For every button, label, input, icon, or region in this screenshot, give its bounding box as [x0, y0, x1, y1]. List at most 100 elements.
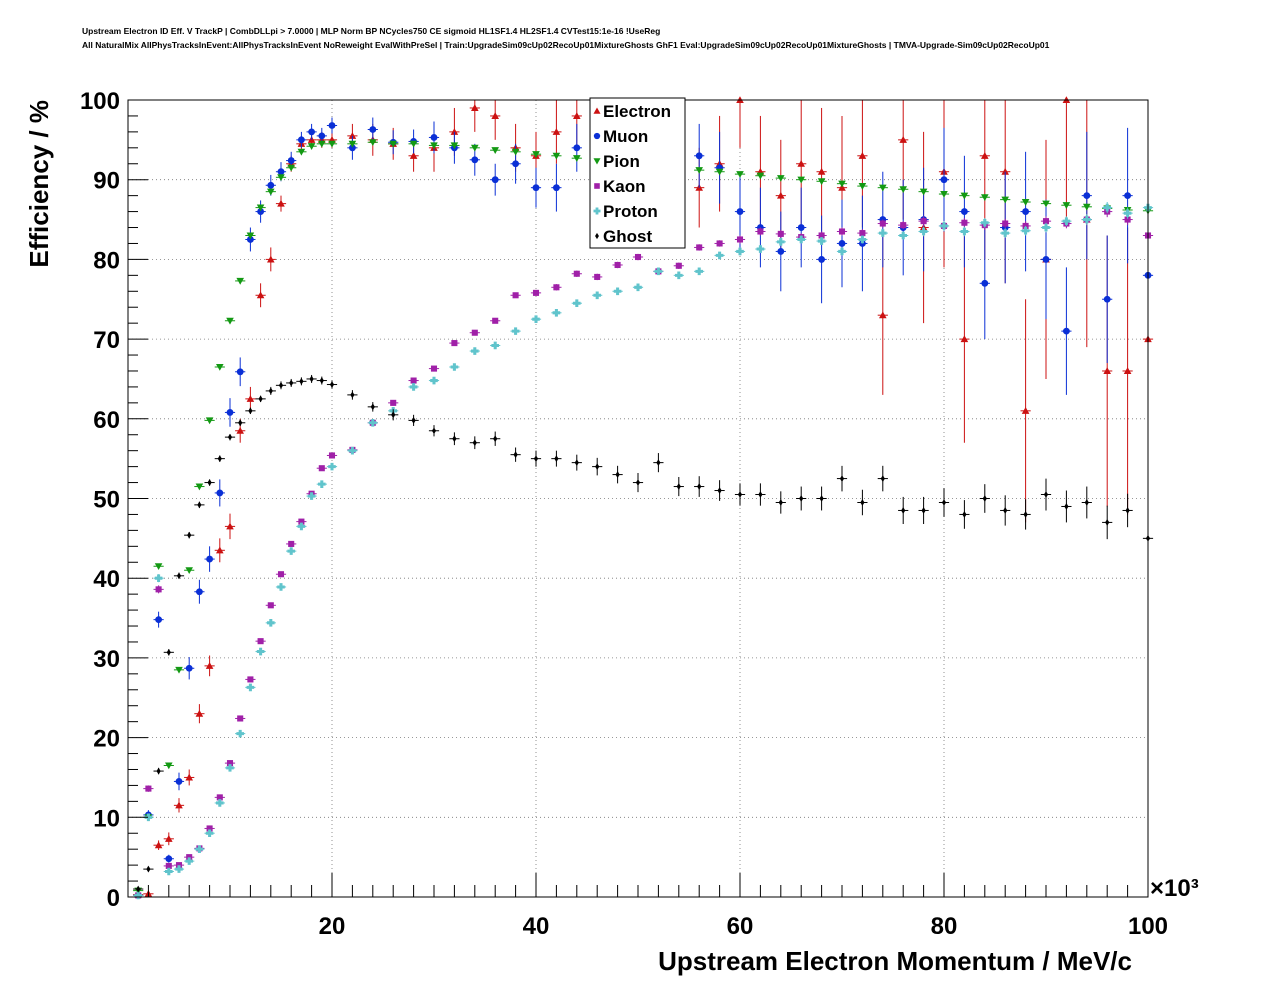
data-point-pion	[297, 148, 306, 156]
data-point-muon	[1022, 208, 1030, 215]
data-point-electron	[154, 841, 163, 849]
data-point-ghost	[758, 491, 763, 498]
data-point-pion	[756, 172, 765, 180]
data-point-muon	[573, 144, 581, 152]
data-point-muon	[981, 279, 989, 287]
data-point-ghost	[319, 377, 324, 384]
data-point-proton	[216, 799, 224, 807]
data-point-proton	[430, 376, 438, 385]
data-point-proton	[297, 522, 306, 531]
data-point-ghost	[452, 435, 457, 443]
data-point-ghost	[176, 572, 182, 580]
data-point-ghost	[370, 403, 375, 411]
data-point-pion	[205, 417, 214, 425]
data-point-kaon	[696, 244, 703, 251]
data-point-pion	[1042, 200, 1050, 208]
data-point-ghost	[329, 381, 335, 388]
data-point-pion	[858, 183, 867, 190]
data-point-kaon	[900, 222, 907, 229]
data-point-ghost	[411, 416, 416, 424]
data-point-muon	[175, 778, 183, 785]
data-point-muon	[165, 855, 173, 863]
data-point-ghost	[799, 495, 804, 502]
data-point-electron	[491, 112, 499, 119]
data-point-proton	[981, 218, 989, 227]
data-point-pion	[246, 232, 255, 240]
data-point-ghost	[391, 411, 396, 419]
data-point-proton	[695, 267, 703, 276]
data-point-muon	[471, 156, 479, 164]
data-point-electron	[879, 311, 887, 319]
data-point-pion	[389, 140, 397, 148]
y-tick-label: 70	[93, 327, 120, 354]
legend-marker-electron	[593, 107, 601, 114]
data-point-pion	[430, 142, 438, 150]
data-point-electron	[175, 801, 183, 809]
data-point-pion	[256, 204, 265, 212]
data-point-pion	[287, 164, 295, 172]
data-point-muon	[348, 144, 356, 152]
data-point-ghost	[778, 499, 783, 506]
data-point-kaon	[410, 377, 417, 384]
data-point-muon	[1042, 255, 1050, 263]
data-point-pion	[817, 178, 826, 186]
data-point-pion	[307, 143, 316, 151]
data-point-ghost	[533, 455, 539, 463]
data-point-ghost	[1105, 518, 1110, 526]
data-point-proton	[736, 247, 744, 256]
data-point-proton	[205, 829, 214, 838]
data-point-electron	[216, 546, 224, 554]
data-point-electron	[256, 291, 265, 299]
data-point-ghost	[217, 455, 222, 463]
data-point-kaon	[471, 329, 478, 336]
data-point-pion	[552, 152, 561, 160]
data-point-ghost	[839, 475, 845, 482]
data-point-electron	[960, 335, 969, 343]
legend-marker-pion	[593, 158, 601, 165]
data-point-ghost	[156, 767, 161, 775]
data-point-proton	[471, 347, 479, 355]
data-point-kaon	[492, 317, 499, 324]
data-point-muon	[552, 184, 560, 192]
data-point-proton	[328, 462, 336, 471]
data-point-kaon	[675, 262, 682, 269]
data-point-muon	[512, 160, 520, 168]
data-point-pion	[511, 148, 520, 156]
legend-label-proton: Proton	[603, 202, 658, 221]
data-point-proton	[277, 583, 285, 591]
y-tick-label: 100	[80, 88, 120, 115]
data-point-ghost	[166, 648, 171, 656]
data-point-ghost	[431, 427, 437, 435]
data-point-ghost	[350, 391, 355, 399]
legend-label-kaon: Kaon	[603, 177, 646, 196]
data-point-electron	[981, 151, 989, 159]
data-point-pion	[491, 147, 499, 155]
data-point-pion	[226, 317, 234, 325]
data-point-pion	[154, 563, 163, 571]
data-point-ghost	[1043, 491, 1049, 498]
data-point-muon	[185, 664, 193, 672]
data-point-muon	[736, 208, 744, 215]
data-point-kaon	[594, 273, 601, 280]
data-point-ghost	[299, 377, 304, 385]
data-point-proton	[175, 865, 183, 873]
axis-layer: 0 10 20 30 40 50 60 70 80 90 100 20 40 60 80 100	[80, 88, 1168, 940]
data-point-muon	[1083, 192, 1091, 200]
data-point-proton	[552, 308, 561, 317]
series-pion	[133, 139, 1154, 895]
data-point-kaon	[206, 825, 213, 832]
data-point-pion	[1001, 196, 1009, 204]
legend-marker-muon	[593, 132, 601, 140]
data-point-electron	[165, 835, 173, 842]
data-point-pion	[471, 144, 479, 152]
data-point-ghost	[278, 381, 284, 389]
data-point-ghost	[136, 885, 141, 893]
data-point-ghost	[1084, 499, 1089, 506]
series-kaon	[133, 206, 1154, 899]
data-point-pion	[838, 180, 846, 188]
data-point-electron	[409, 151, 418, 159]
data-point-pion	[879, 184, 887, 192]
data-point-electron	[471, 104, 479, 112]
data-point-pion	[1083, 203, 1091, 211]
data-point-kaon	[267, 602, 274, 609]
